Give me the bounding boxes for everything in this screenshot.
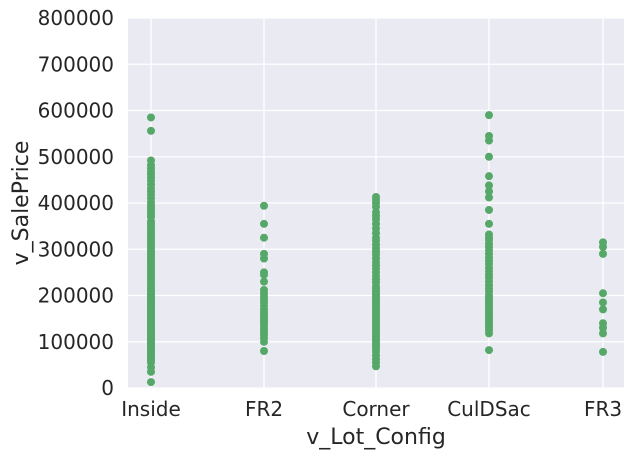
data-point: [485, 152, 493, 161]
data-point: [260, 249, 268, 258]
x-tick-label: FR3: [584, 397, 622, 421]
y-tick-label: 400000: [38, 191, 114, 215]
data-point: [599, 238, 607, 247]
data-point: [260, 219, 268, 228]
data-point: [599, 289, 607, 298]
data-point: [485, 230, 493, 239]
data-points: [147, 111, 607, 387]
data-point: [147, 378, 155, 387]
data-point: [599, 249, 607, 258]
data-point: [372, 208, 380, 217]
y-axis-label: v_SalePrice: [9, 141, 34, 266]
y-axis-ticks: 0 100000 200000 300000 400000 500000 600000 700…: [38, 6, 114, 400]
y-tick-label: 700000: [38, 52, 114, 76]
data-point: [485, 181, 493, 190]
x-tick-label: Corner: [342, 397, 410, 421]
x-axis-ticks: Inside FR2 Corner CulDSac FR3: [121, 397, 622, 421]
y-tick-label: 600000: [38, 99, 114, 123]
data-point: [599, 347, 607, 356]
data-point: [147, 126, 155, 135]
x-axis-label: v_Lot_Config: [306, 425, 446, 450]
data-point: [147, 156, 155, 165]
data-point: [260, 268, 268, 277]
y-tick-label: 200000: [38, 284, 114, 308]
x-tick-label: Inside: [121, 397, 181, 421]
data-point: [485, 219, 493, 228]
data-point: [485, 193, 493, 202]
y-tick-label: 800000: [38, 6, 114, 30]
data-point: [599, 319, 607, 328]
x-tick-label: CulDSac: [447, 397, 531, 421]
data-point: [260, 285, 268, 294]
data-point: [260, 201, 268, 210]
data-point: [599, 329, 607, 338]
data-point: [485, 131, 493, 140]
data-point: [260, 347, 268, 355]
data-point: [372, 192, 380, 201]
y-tick-label: 300000: [38, 237, 114, 261]
data-point: [147, 113, 155, 122]
data-point: [485, 172, 493, 181]
data-point: [485, 187, 493, 196]
data-point: [599, 298, 607, 307]
y-tick-label: 500000: [38, 145, 114, 169]
data-point: [260, 233, 268, 242]
data-point: [485, 346, 493, 355]
data-point: [485, 205, 493, 214]
x-tick-label: FR2: [245, 397, 283, 421]
data-point: [485, 111, 493, 120]
data-point: [260, 277, 268, 286]
data-point: [599, 305, 607, 314]
y-tick-label: 0: [101, 376, 114, 400]
y-tick-label: 100000: [38, 330, 114, 354]
